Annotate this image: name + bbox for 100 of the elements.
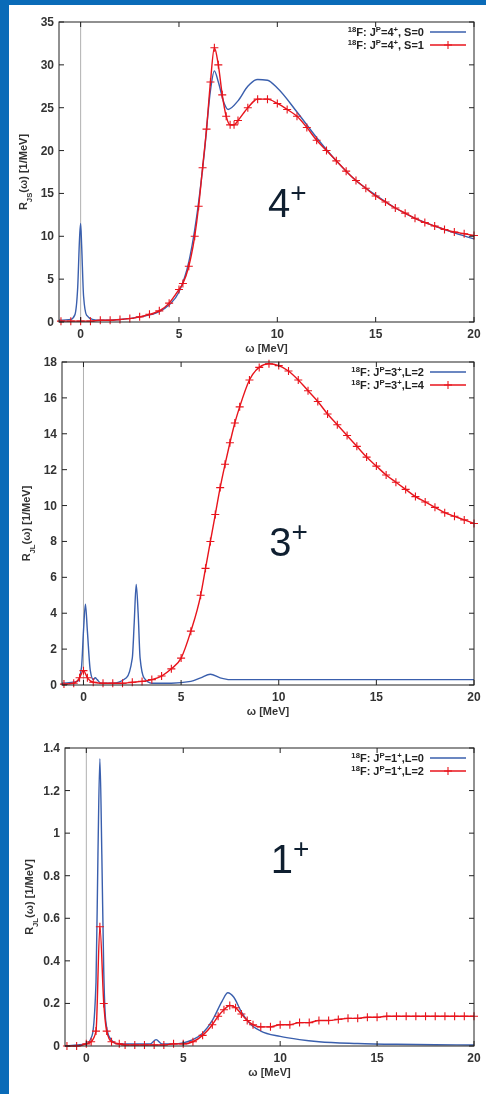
y-tick-label: 25 [40, 100, 55, 115]
point [178, 278, 188, 288]
point [188, 1037, 198, 1047]
point [371, 191, 381, 201]
point [303, 386, 313, 396]
point [186, 626, 196, 636]
point [213, 1011, 223, 1021]
point [400, 208, 410, 218]
x-tick-label: 5 [179, 1051, 187, 1065]
point [341, 166, 351, 176]
point [292, 111, 302, 121]
x-tick-label: 10 [273, 1051, 288, 1065]
point [159, 1040, 169, 1050]
x-tick-label: 10 [270, 327, 285, 341]
legend-label: $^{18}$F: J$^{P}$=1$^{+}$,L=2 [351, 763, 424, 777]
point [98, 678, 108, 688]
point [283, 366, 294, 376]
point [391, 477, 401, 487]
y-tick-label: 2 [50, 642, 58, 657]
point [120, 1040, 130, 1050]
legend-label: $^{18}$F: J$^{P}$=3$^{+}$,L=2 [351, 364, 424, 378]
point [225, 438, 235, 448]
point [81, 1039, 91, 1049]
x-axis-title: ω [MeV] [245, 342, 288, 354]
point [59, 679, 69, 689]
y-tick-label: 0.6 [43, 911, 61, 926]
y-tick-label: 12 [43, 462, 58, 477]
x-tick-label: 20 [467, 327, 481, 341]
point [371, 461, 381, 471]
point [157, 671, 167, 681]
point [137, 676, 147, 686]
point [264, 359, 274, 369]
point [166, 664, 176, 674]
y-tick-label: 0 [50, 678, 58, 692]
point [105, 315, 115, 325]
y-tick-label: 1.4 [43, 741, 61, 755]
y-tick-label: 0.2 [43, 996, 61, 1011]
point [235, 402, 245, 412]
point [440, 1011, 450, 1021]
legend-label: $^{18}$F: J$^{P}$=3$^{+}$,L=4 [351, 377, 425, 391]
point [230, 418, 240, 428]
point [390, 203, 400, 213]
point [381, 470, 391, 480]
x-tick-label: 0 [77, 327, 85, 341]
y-tick-label: 30 [40, 57, 55, 72]
y-tick-label: 1.2 [43, 783, 61, 798]
point [420, 497, 430, 507]
legend-label: $^{18}$F: J$^{P}$=4$^{+}$, S=1 [347, 37, 424, 51]
point [459, 515, 469, 525]
point [262, 94, 273, 104]
point [213, 60, 223, 70]
point [102, 1026, 112, 1036]
y-tick-label: 35 [40, 15, 55, 29]
point [372, 1012, 382, 1022]
y-tick-label: 8 [50, 534, 58, 549]
y-tick-label: 10 [43, 498, 58, 513]
point [169, 1039, 179, 1049]
x-axis-title: ω [MeV] [248, 1066, 291, 1078]
point [164, 298, 174, 308]
point [342, 431, 352, 441]
point [244, 375, 254, 385]
x-tick-label: 0 [80, 690, 88, 704]
x-tick-label: 10 [272, 690, 286, 704]
y-tick-label: 10 [40, 229, 55, 244]
point [176, 653, 186, 663]
point [430, 502, 440, 512]
y-tick-label: 14 [43, 426, 58, 441]
y-tick-label: 0 [53, 1039, 61, 1053]
x-axis-title: ω [MeV] [246, 705, 290, 717]
point [220, 459, 230, 469]
point [285, 1020, 295, 1030]
point [178, 1039, 188, 1049]
point [323, 409, 333, 419]
point [95, 922, 105, 932]
y-tick-label: 15 [40, 186, 55, 201]
point [217, 90, 227, 100]
point [205, 77, 215, 87]
x-tick-label: 20 [467, 690, 481, 704]
point [114, 1039, 124, 1049]
point [351, 176, 361, 186]
x-tick-label: 15 [369, 690, 384, 704]
point [91, 1026, 101, 1036]
y-tick-label: 20 [40, 143, 55, 158]
y-tick-label: 1 [53, 826, 61, 841]
point [253, 94, 263, 104]
annotation: 1$^{+}$ [270, 832, 310, 882]
y-tick-label: 0.4 [43, 953, 61, 968]
x-tick-label: 15 [370, 1051, 385, 1065]
point [293, 375, 303, 385]
point [135, 312, 145, 322]
y-tick-label: 5 [47, 272, 55, 287]
point [154, 306, 164, 316]
x-tick-label: 5 [177, 690, 185, 704]
legend-label: $^{18}$F: J$^{P}$=1$^{+}$,L=0 [351, 750, 424, 764]
y-tick-label: 0.8 [43, 868, 61, 883]
y-tick-label: 16 [43, 390, 58, 405]
legend-label: $^{18}$F: J$^{P}$=4$^{+}$, S=0 [347, 24, 424, 38]
x-tick-label: 15 [368, 327, 383, 341]
point [56, 316, 66, 326]
point [229, 120, 239, 130]
